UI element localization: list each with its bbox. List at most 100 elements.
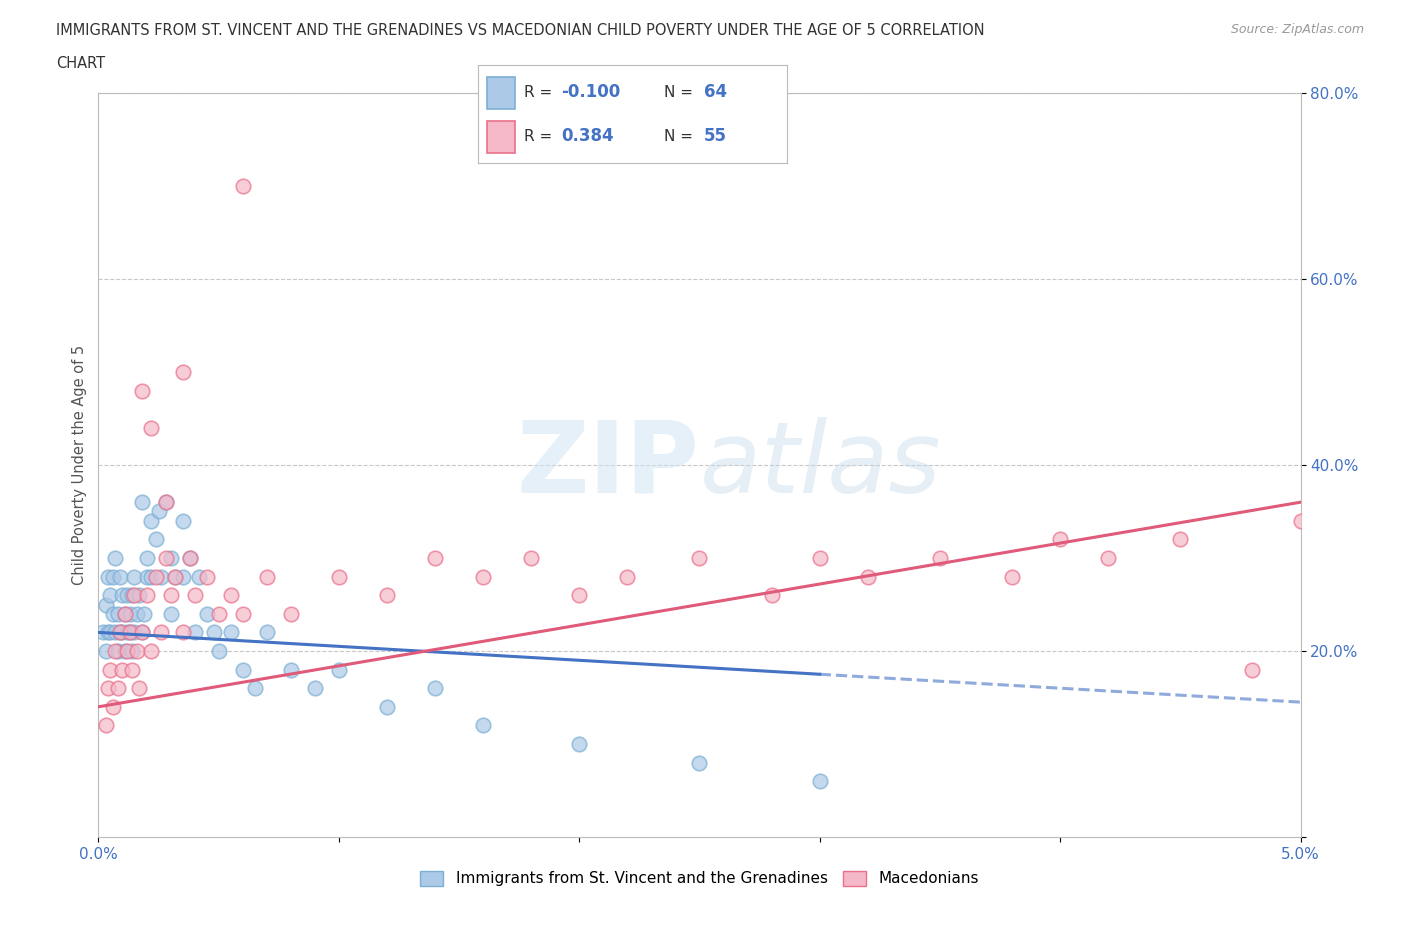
- Point: [1289, 513, 1312, 528]
- Point: [118, 606, 141, 621]
- Point: [117, 644, 139, 658]
- Point: [208, 644, 231, 658]
- Point: [145, 569, 167, 584]
- Point: [155, 551, 177, 565]
- Point: [155, 495, 177, 510]
- Point: [128, 681, 150, 696]
- Point: [91, 625, 114, 640]
- Point: [104, 644, 127, 658]
- Point: [219, 588, 242, 603]
- Point: [107, 681, 129, 696]
- Point: [101, 699, 124, 714]
- Point: [256, 569, 278, 584]
- Text: Source: ZipAtlas.com: Source: ZipAtlas.com: [1230, 23, 1364, 36]
- Point: [929, 551, 952, 565]
- Legend: Immigrants from St. Vincent and the Grenadines, Macedonians: Immigrants from St. Vincent and the Gren…: [415, 864, 984, 893]
- Point: [141, 644, 163, 658]
- Point: [111, 588, 134, 603]
- Point: [124, 625, 146, 640]
- Point: [111, 625, 134, 640]
- FancyBboxPatch shape: [488, 121, 515, 153]
- Point: [148, 504, 170, 519]
- Point: [1001, 569, 1024, 584]
- Point: [375, 699, 398, 714]
- Point: [100, 625, 122, 640]
- Point: [135, 551, 157, 565]
- Point: [141, 513, 163, 528]
- Point: [100, 588, 122, 603]
- Point: [375, 588, 398, 603]
- Point: [159, 588, 181, 603]
- Point: [101, 569, 124, 584]
- Point: [100, 662, 122, 677]
- Point: [149, 625, 172, 640]
- FancyBboxPatch shape: [488, 77, 515, 109]
- Point: [304, 681, 326, 696]
- Point: [423, 681, 446, 696]
- Point: [219, 625, 242, 640]
- Point: [104, 551, 127, 565]
- Point: [131, 625, 153, 640]
- Text: atlas: atlas: [699, 417, 941, 513]
- Point: [97, 625, 120, 640]
- Point: [107, 606, 129, 621]
- Point: [328, 662, 350, 677]
- Point: [124, 569, 146, 584]
- Point: [97, 681, 120, 696]
- Point: [808, 774, 831, 789]
- Point: [1170, 532, 1192, 547]
- Text: R =: R =: [524, 129, 558, 144]
- Point: [232, 179, 254, 193]
- Text: 0.384: 0.384: [561, 127, 614, 145]
- Point: [195, 569, 218, 584]
- Point: [328, 569, 350, 584]
- Point: [688, 755, 710, 770]
- Text: 55: 55: [704, 127, 727, 145]
- Text: ZIP: ZIP: [516, 417, 699, 513]
- Point: [114, 606, 136, 621]
- Point: [131, 625, 153, 640]
- Point: [179, 551, 201, 565]
- Point: [149, 569, 172, 584]
- Point: [172, 625, 194, 640]
- Point: [121, 662, 143, 677]
- Point: [256, 625, 278, 640]
- Point: [472, 569, 495, 584]
- Point: [761, 588, 783, 603]
- Text: R =: R =: [524, 85, 558, 100]
- Point: [179, 551, 201, 565]
- Point: [280, 606, 302, 621]
- Point: [108, 569, 131, 584]
- Text: N =: N =: [664, 85, 697, 100]
- Point: [568, 737, 591, 751]
- Point: [141, 420, 163, 435]
- Point: [132, 606, 155, 621]
- Point: [94, 718, 117, 733]
- Point: [135, 569, 157, 584]
- Point: [94, 644, 117, 658]
- Point: [188, 569, 211, 584]
- Point: [208, 606, 231, 621]
- Point: [114, 606, 136, 621]
- Point: [808, 551, 831, 565]
- Point: [101, 606, 124, 621]
- Point: [155, 495, 177, 510]
- Point: [280, 662, 302, 677]
- Text: IMMIGRANTS FROM ST. VINCENT AND THE GRENADINES VS MACEDONIAN CHILD POVERTY UNDER: IMMIGRANTS FROM ST. VINCENT AND THE GREN…: [56, 23, 984, 38]
- Point: [172, 513, 194, 528]
- Text: -0.100: -0.100: [561, 84, 621, 101]
- Point: [131, 383, 153, 398]
- Point: [121, 644, 143, 658]
- Point: [111, 662, 134, 677]
- Y-axis label: Child Poverty Under the Age of 5: Child Poverty Under the Age of 5: [72, 345, 87, 585]
- Point: [145, 532, 167, 547]
- Text: 64: 64: [704, 84, 727, 101]
- Point: [125, 644, 148, 658]
- Point: [124, 588, 146, 603]
- Point: [94, 597, 117, 612]
- Point: [108, 625, 131, 640]
- Point: [121, 588, 143, 603]
- Point: [125, 606, 148, 621]
- Point: [108, 625, 131, 640]
- Point: [135, 588, 157, 603]
